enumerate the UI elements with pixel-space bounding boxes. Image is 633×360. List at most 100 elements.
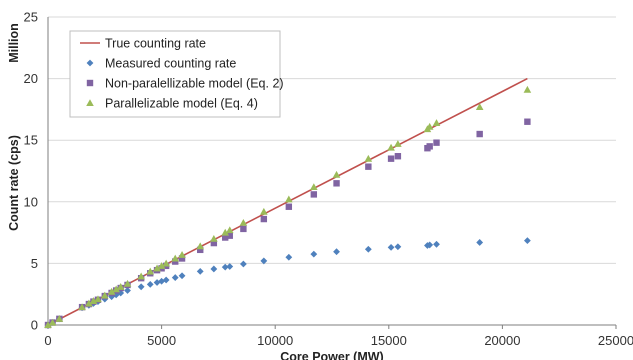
- x-tick-label: 10000: [257, 333, 293, 348]
- data-point: [310, 250, 318, 258]
- x-axis-title: Core Power (MW): [280, 350, 383, 360]
- legend-box: [69, 30, 281, 118]
- data-point: [78, 303, 86, 311]
- data-point: [225, 226, 234, 234]
- data-point: [226, 232, 233, 239]
- data-point: [285, 203, 293, 210]
- data-point: [178, 255, 186, 262]
- data-point: [137, 283, 145, 291]
- data-point: [48, 318, 57, 326]
- legend: True counting rate Measured counting rate…: [69, 30, 284, 118]
- data-point: [107, 287, 116, 295]
- data-point: [108, 293, 116, 301]
- legend-entry: Measured counting rate: [86, 57, 236, 71]
- data-point: [285, 253, 293, 261]
- data-point: [44, 321, 52, 329]
- data-point: [523, 237, 531, 245]
- data-point: [221, 263, 229, 271]
- data-point: [333, 180, 340, 187]
- data-point: [433, 139, 440, 146]
- data-point: [387, 143, 395, 151]
- data-point: [124, 287, 131, 294]
- legend-label: True counting rate: [105, 37, 206, 51]
- y-tick-label: 5: [31, 256, 38, 271]
- y-tick-label: 25: [24, 10, 38, 25]
- data-point: [196, 242, 205, 250]
- x-tick-label: 0: [44, 333, 51, 348]
- data-point: [285, 195, 293, 203]
- data-point: [116, 283, 125, 290]
- y-axis-title: Count rate (cps): [7, 135, 21, 231]
- legend-label: Non-paralellizable model (Eq. 2): [105, 77, 284, 91]
- legend-label: Parallelizable model (Eq. 4): [105, 97, 258, 111]
- data-point: [55, 315, 64, 322]
- legend-entry: Parallelizable model (Eq. 4): [86, 97, 258, 111]
- data-point: [146, 267, 155, 275]
- data-point: [171, 274, 179, 281]
- legend-marker-swatch: [86, 79, 94, 87]
- data-point: [426, 241, 434, 249]
- data-point: [476, 130, 483, 138]
- data-point: [475, 103, 484, 110]
- data-point: [89, 297, 98, 305]
- data-point: [162, 259, 170, 267]
- y-tick-label: 10: [24, 194, 38, 209]
- x-tick-label: 5000: [147, 333, 176, 348]
- data-point: [94, 295, 102, 303]
- series-3: [44, 85, 532, 329]
- y-tick-label: 20: [24, 71, 38, 86]
- y-axis-units-label: Million: [7, 23, 21, 63]
- data-point: [210, 239, 218, 247]
- data-point: [171, 254, 180, 262]
- data-point: [196, 268, 204, 275]
- data-point: [178, 250, 186, 258]
- legend-marker-swatch: [86, 59, 94, 67]
- data-point: [123, 279, 132, 287]
- data-point: [260, 215, 268, 223]
- data-point: [425, 122, 434, 130]
- data-point: [310, 191, 318, 198]
- data-point: [197, 246, 204, 254]
- data-point: [387, 155, 395, 162]
- data-point: [523, 85, 532, 93]
- data-point: [394, 153, 402, 160]
- legend-entry: Non-paralellizable model (Eq. 2): [86, 77, 284, 91]
- data-point: [85, 299, 93, 307]
- x-tick-label: 25000: [598, 333, 633, 348]
- tick-labels: 0 5 10 15 20 25 0 5000 10000 15000 20000 25000: [24, 10, 633, 349]
- data-point: [365, 163, 372, 170]
- data-point: [426, 143, 433, 150]
- data-point: [137, 272, 145, 280]
- series-2: [44, 118, 531, 329]
- data-point: [394, 140, 402, 147]
- data-point: [476, 239, 484, 246]
- data-point: [240, 225, 247, 233]
- x-tick-label: 15000: [371, 333, 407, 348]
- data-point: [260, 207, 268, 215]
- data-point: [394, 243, 402, 251]
- data-point: [172, 258, 179, 265]
- y-tick-label: 0: [31, 318, 38, 333]
- data-point: [146, 280, 154, 288]
- data-point: [222, 234, 229, 241]
- legend-entry: True counting rate: [80, 37, 206, 51]
- data-point: [221, 228, 230, 236]
- data-point: [433, 240, 440, 248]
- data-point: [332, 170, 341, 178]
- data-point: [239, 218, 248, 226]
- data-point: [178, 272, 186, 280]
- x-tick-label: 20000: [484, 333, 520, 348]
- data-point: [226, 263, 234, 270]
- data-point: [210, 234, 218, 242]
- data-point: [524, 118, 531, 125]
- data-point: [153, 264, 161, 272]
- data-point: [239, 260, 247, 268]
- data-point: [157, 262, 166, 269]
- legend-marker-swatch: [86, 99, 94, 107]
- data-point: [210, 265, 218, 273]
- data-point: [364, 245, 372, 253]
- data-point: [387, 243, 395, 251]
- data-point: [101, 291, 109, 299]
- series-1: [44, 237, 531, 329]
